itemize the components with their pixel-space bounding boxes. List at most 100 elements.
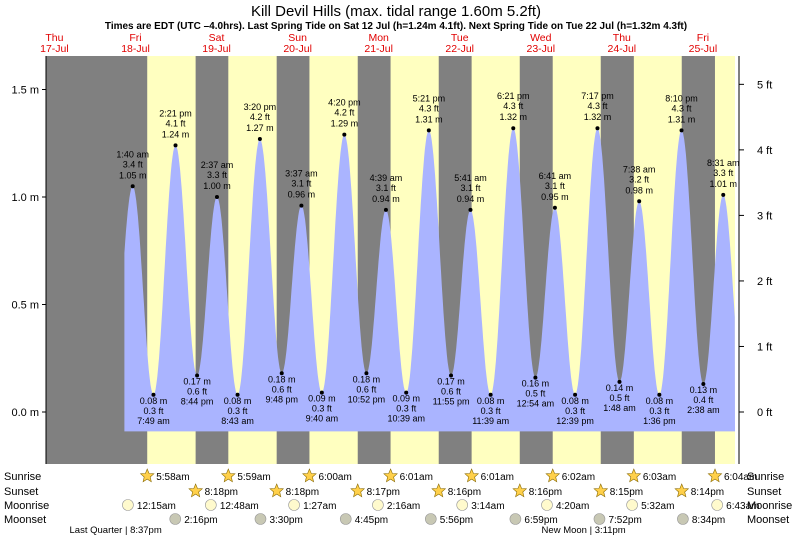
sunrise-time-label: 6:02am [562,472,595,483]
sunrise-icon [302,468,317,483]
tide-point [173,143,178,148]
tide-meter-label: 0.94 m [457,194,485,204]
day-date-label: 18-Jul [121,43,150,55]
tide-point [552,205,557,210]
tide-feet-label: 4.3 ft [503,101,524,111]
tide-meter-label: 1.31 m [668,114,696,124]
sunset-time-label: 8:18pm [205,487,238,498]
tide-point [573,392,578,397]
moonrise-time-label: 4:20am [556,501,589,512]
tide-point [617,379,622,384]
tide-time-label: 1:48 am [603,403,636,413]
sunset-icon [593,483,609,498]
moonset-time-label: 5:56pm [440,515,473,526]
tide-time-label: 4:20 pm [328,98,361,108]
tide-feet-label: 0.3 ft [649,406,670,416]
tide-feet-label: 4.1 ft [166,118,187,128]
tide-feet-label: 0.5 ft [609,393,630,403]
tide-time-label: 7:38 am [623,164,656,174]
tide-time-label: 3:20 pm [244,102,277,112]
tide-point [637,199,642,204]
day-name-label: Thu [45,32,63,44]
moonrise-row-label-left: Moonrise [4,500,49,512]
tide-meter-label: 0.17 m [183,376,211,386]
tide-meter-label: 0.16 m [522,379,550,389]
day-date-label: 20-Jul [283,43,312,55]
right-tick-label: 1 ft [757,341,772,353]
tide-feet-label: 0.3 ft [143,406,164,416]
moonrise-icon [626,499,638,511]
tide-feet-label: 0.3 ft [481,406,502,416]
right-tick-label: 4 ft [757,145,772,157]
tide-meter-label: 0.08 m [477,396,505,406]
day-date-label: 23-Jul [526,43,555,55]
tide-meter-label: 1.32 m [584,112,612,122]
tide-feet-label: 0.4 ft [693,395,714,405]
tide-meter-label: 0.08 m [646,396,674,406]
sunrise-time-label: 5:59am [237,472,270,483]
tide-point [468,207,473,212]
day-name-label: Tue [451,32,469,44]
moonrise-icon [456,499,469,511]
tide-point [595,126,600,131]
tide-meter-label: 0.09 m [308,394,336,404]
astronomy-rows: Sunrise Sunrise 5:58am 5:59am 6:00am 6:01am 6:… [4,468,792,536]
tide-feet-label: 3.3 ft [207,170,228,180]
tide-point [235,392,240,397]
tide-time-label: 2:38 am [687,405,720,415]
moonrise-icon [711,499,723,511]
tide-time-label: 7:17 pm [581,91,614,101]
left-tick-label: 0.5 m [11,300,39,312]
day-name-label: Fri [697,32,709,44]
tide-feet-label: 3.1 ft [376,183,397,193]
tide-time-label: 8:43 am [221,416,254,426]
sunset-row-label-left: Sunset [4,486,38,498]
day-date-label: 25-Jul [689,43,718,55]
tide-time-label: 2:37 am [201,160,234,170]
sunset-time-label: 8:14pm [691,487,724,498]
tide-point [195,373,200,378]
tide-time-label: 11:55 pm [433,396,470,406]
day-date-label: 21-Jul [364,43,393,55]
tide-feet-label: 0.6 ft [441,386,462,396]
tide-feet-label: 4.3 ft [587,101,608,111]
moonrise-time-label: 6:43am [726,501,759,512]
moonrise-time-label: 1:27am [303,501,336,512]
tide-time-label: 8:10 pm [665,93,698,103]
day-headers: Thu17-JulFri18-JulSat19-JulSun20-JulMon2… [40,32,717,55]
sunrise-icon [220,468,236,483]
tide-time-label: 6:41 am [539,171,572,181]
day-name-label: Mon [368,32,389,44]
sunrise-time-label: 5:58am [156,472,189,483]
sunrise-icon [383,468,398,483]
moonrise-icon [205,499,217,511]
tide-feet-label: 0.3 ft [312,404,333,414]
moonrise-time-label: 5:32am [641,501,674,512]
sunset-icon [269,483,285,498]
tide-time-label: 8:31 am [707,158,740,168]
tide-point [299,203,304,208]
tide-feet-label: 0.3 ft [565,406,586,416]
tide-time-label: 9:48 pm [265,394,298,404]
right-tick-label: 0 ft [757,407,772,419]
moonset-icon [677,513,689,525]
tide-point [488,392,493,397]
moon-phase-label: New Moon | 3:11pm [542,525,626,536]
right-tick-label: 3 ft [757,210,772,222]
right-tick-label: 5 ft [757,79,772,91]
tide-meter-label: 0.08 m [140,396,168,406]
tide-time-label: 9:40 am [306,414,339,424]
tide-meter-label: 1.31 m [415,114,443,124]
moonset-icon [254,513,267,525]
moonrise-row-label-right: Moonrise [747,500,792,512]
tide-meter-label: 1.00 m [203,181,231,191]
tide-point [679,128,684,133]
tide-time-label: 5:21 pm [413,93,446,103]
tide-point [319,390,324,395]
moonset-row-label-left: Moonset [4,514,46,526]
tide-meter-label: 1.32 m [500,112,528,122]
tide-time-label: 3:37 am [285,169,318,179]
sunset-icon [674,483,690,498]
tide-point [426,128,431,133]
